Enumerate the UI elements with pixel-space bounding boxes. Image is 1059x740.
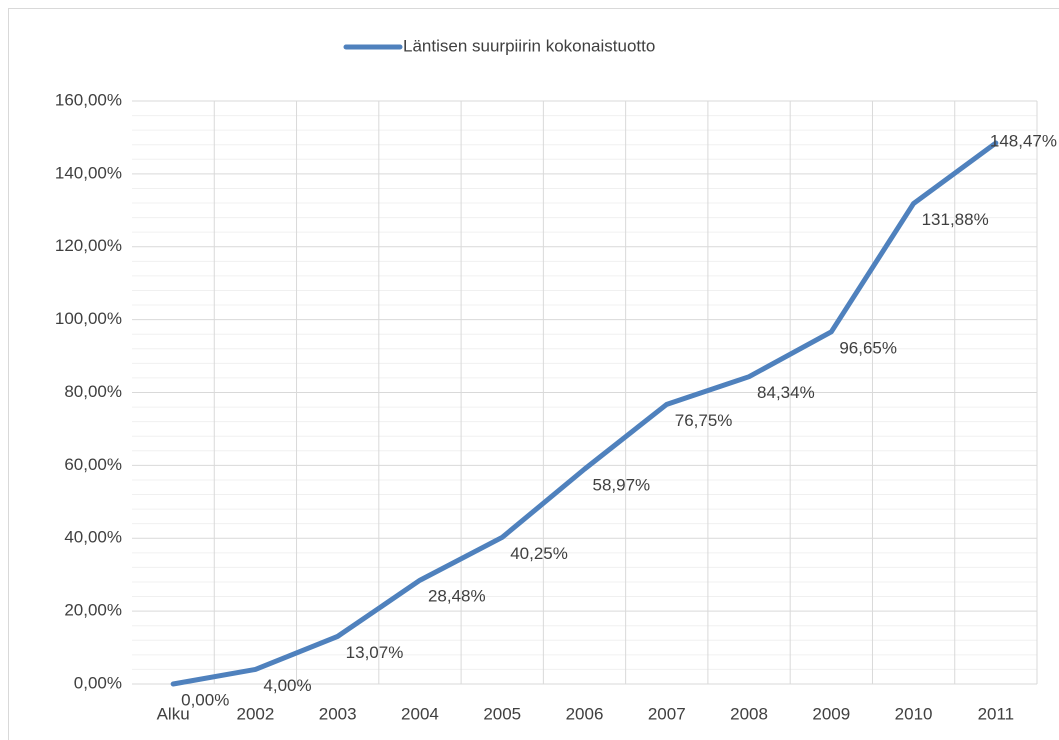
data-label: 58,97%: [593, 476, 651, 495]
data-label: 96,65%: [839, 338, 897, 357]
x-tick-label: 2002: [236, 704, 274, 723]
y-tick-label: 140,00%: [55, 163, 122, 182]
y-tick-label: 160,00%: [55, 90, 122, 109]
legend-label: Läntisen suurpiirin kokonaistuotto: [403, 36, 655, 55]
x-tick-label: 2004: [401, 704, 439, 723]
y-tick-label: 20,00%: [64, 601, 122, 620]
x-tick-label: Alku: [157, 704, 190, 723]
data-label: 13,07%: [346, 643, 404, 662]
data-label: 84,34%: [757, 383, 815, 402]
data-label: 0,00%: [181, 690, 229, 709]
data-label: 76,75%: [675, 411, 733, 430]
data-label: 131,88%: [922, 210, 989, 229]
y-tick-label: 80,00%: [64, 382, 122, 401]
x-tick-label: 2007: [648, 704, 686, 723]
x-tick-label: 2010: [895, 704, 933, 723]
x-tick-label: 2011: [978, 704, 1015, 723]
y-tick-label: 0,00%: [74, 673, 122, 692]
chart-border: [8, 8, 1059, 740]
x-tick-label: 2005: [483, 704, 521, 723]
data-label: 4,00%: [263, 676, 311, 695]
x-tick-label: 2006: [566, 704, 604, 723]
data-label: 40,25%: [510, 544, 568, 563]
data-label: 28,48%: [428, 587, 486, 606]
y-tick-label: 100,00%: [55, 309, 122, 328]
y-tick-label: 120,00%: [55, 236, 122, 255]
x-tick-label: 2008: [730, 704, 768, 723]
line-series: [170, 140, 999, 687]
data-label: 148,47%: [990, 131, 1057, 150]
x-tick-label: 2009: [812, 704, 850, 723]
x-tick-label: 2003: [319, 704, 357, 723]
y-tick-label: 40,00%: [64, 528, 122, 547]
y-tick-label: 60,00%: [64, 455, 122, 474]
